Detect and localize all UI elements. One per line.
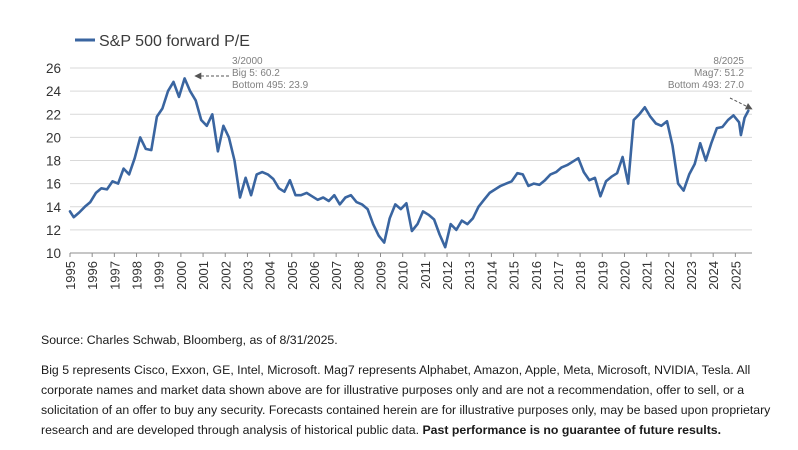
y-tick-label: 26 [46,61,61,76]
annotation-arrow [729,97,753,110]
annotation-text: 3/2000 [232,56,263,67]
chart-notes: Source: Charles Schwab, Bloomberg, as of… [41,330,781,450]
x-tick-label: 2004 [263,261,278,290]
x-tick-label: 2020 [617,261,632,290]
x-tick-label: 2010 [396,261,411,290]
x-tick-label: 2001 [196,261,211,290]
x-tick-label: 2015 [507,261,522,290]
x-tick-label: 2002 [218,261,233,290]
source-note: Source: Charles Schwab, Bloomberg, as of… [41,333,338,347]
x-tick-label: 2022 [662,261,677,290]
x-tick-label: 2014 [484,261,499,290]
legend-label: S&P 500 forward P/E [99,33,250,50]
disclaimer-text: Big 5 represents Cisco, Exxon, GE, Intel… [41,363,771,437]
x-tick-label: 2018 [573,261,588,290]
y-axis: 10 12 14 16 18 20 22 24 26 [46,61,62,261]
y-tick-label: 24 [46,84,62,99]
x-tick-label: 2011 [418,261,433,289]
x-axis: 1995 1996 1997 1998 1999 2000 2001 2002 2003 2004… [63,252,752,290]
disclaimer-note: Big 5 represents Cisco, Exxon, GE, Intel… [41,360,781,440]
x-tick-label: 1995 [63,261,78,290]
x-tick-label: 1996 [85,261,100,290]
legend: S&P 500 forward P/E [75,33,250,50]
x-tick-label: 2005 [285,261,300,290]
x-tick-label: 2012 [440,261,455,290]
x-tick-label: 2009 [374,261,389,290]
x-tick-label: 2007 [329,261,344,290]
annotation-text: Bottom 493: 27.0 [668,80,745,91]
y-tick-label: 20 [46,130,61,145]
y-tick-label: 16 [46,177,61,192]
y-tick-label: 10 [46,246,61,261]
x-tick-label: 1998 [130,261,145,290]
annotation-text: Big 5: 60.2 [232,68,280,79]
y-tick-label: 18 [46,154,61,169]
y-tick-label: 22 [46,107,61,122]
annotation-text: 8/2025 [713,56,744,67]
x-tick-label: 2000 [174,261,189,290]
x-tick-label: 2024 [706,261,721,290]
x-tick-label: 1997 [107,261,122,290]
x-tick-label: 2013 [462,261,477,290]
x-tick-label: 2003 [240,261,255,290]
x-tick-label: 2017 [551,261,566,290]
series-line [68,77,750,249]
x-tick-label: 2021 [640,261,655,290]
x-tick-label: 2008 [351,261,366,290]
gridlines [70,67,752,254]
series-group [68,77,750,249]
disclaimer-bold: Past performance is no guarantee of futu… [422,423,722,437]
x-tick-label: 2006 [307,261,322,290]
annotation-text: Bottom 495: 23.9 [232,80,309,91]
y-tick-label: 14 [46,200,62,215]
x-tick-label: 2019 [595,261,610,290]
y-tick-label: 12 [46,223,61,238]
x-tick-label: 2016 [529,261,544,290]
x-tick-label: 2023 [684,261,699,290]
annotation-text: Mag7: 51.2 [694,68,744,79]
x-tick-label: 2025 [728,261,743,290]
x-tick-label: 1999 [152,261,167,290]
